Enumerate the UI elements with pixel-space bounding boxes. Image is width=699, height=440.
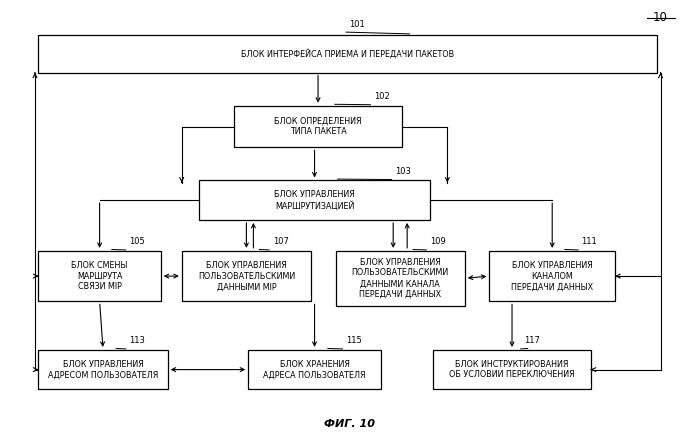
Text: БЛОК ХРАНЕНИЯ
АДРЕСА ПОЛЬЗОВАТЕЛЯ: БЛОК ХРАНЕНИЯ АДРЕСА ПОЛЬЗОВАТЕЛЯ [264,360,366,379]
Bar [248,350,381,389]
Text: 103: 103 [395,167,411,176]
Text: БЛОК УПРАВЛЕНИЯ
ПОЛЬЗОВАТЕЛЬСКИМИ
ДАННЫМИ КАНАЛА
ПЕРЕДАЧИ ДАННЫХ: БЛОК УПРАВЛЕНИЯ ПОЛЬЗОВАТЕЛЬСКИМИ ДАННЫМ… [352,258,449,299]
Bar [489,251,615,301]
Bar [433,350,591,389]
Bar [38,350,168,389]
Bar [182,251,311,301]
Text: БЛОК ОПРЕДЕЛЕНИЯ
ТИПА ПАКЕТА: БЛОК ОПРЕДЕЛЕНИЯ ТИПА ПАКЕТА [274,117,362,136]
Text: БЛОК УПРАВЛЕНИЯ
ПОЛЬЗОВАТЕЛЬСКИМИ
ДАННЫМИ MIP: БЛОК УПРАВЛЕНИЯ ПОЛЬЗОВАТЕЛЬСКИМИ ДАННЫМ… [198,261,295,291]
Bar [336,251,465,306]
Text: БЛОК ИНТЕРФЕЙСА ПРИЕМА И ПЕРЕДАЧИ ПАКЕТОВ: БЛОК ИНТЕРФЕЙСА ПРИЕМА И ПЕРЕДАЧИ ПАКЕТО… [241,49,454,59]
Text: БЛОК УПРАВЛЕНИЯ
КАНАЛОМ
ПЕРЕДАЧИ ДАННЫХ: БЛОК УПРАВЛЕНИЯ КАНАЛОМ ПЕРЕДАЧИ ДАННЫХ [511,261,593,291]
Text: БЛОК УПРАВЛЕНИЯ
МАРШРУТИЗАЦИЕЙ: БЛОК УПРАВЛЕНИЯ МАРШРУТИЗАЦИЕЙ [274,190,355,211]
Text: 101: 101 [350,20,366,29]
Text: 113: 113 [129,337,145,345]
Text: 107: 107 [273,238,289,246]
Text: 105: 105 [129,238,145,246]
Bar [38,251,161,301]
Text: 115: 115 [346,337,362,345]
Text: ФИГ. 10: ФИГ. 10 [324,419,375,429]
Text: 111: 111 [582,238,598,246]
Bar [234,106,402,147]
Text: 10: 10 [653,11,668,24]
Text: БЛОК УПРАВЛЕНИЯ
АДРЕСОМ ПОЛЬЗОВАТЕЛЯ: БЛОК УПРАВЛЕНИЯ АДРЕСОМ ПОЛЬЗОВАТЕЛЯ [48,360,158,379]
Text: БЛОК ИНСТРУКТИРОВАНИЯ
ОБ УСЛОВИИ ПЕРЕКЛЮЧЕНИЯ: БЛОК ИНСТРУКТИРОВАНИЯ ОБ УСЛОВИИ ПЕРЕКЛЮ… [449,360,575,379]
Text: 109: 109 [430,238,446,246]
Text: БЛОК СМЕНЫ
МАРШРУТА
СВЯЗИ MIP: БЛОК СМЕНЫ МАРШРУТА СВЯЗИ MIP [71,261,128,291]
Text: 117: 117 [524,337,540,345]
Text: 102: 102 [374,92,390,101]
Bar [199,180,430,220]
Bar [38,35,657,73]
